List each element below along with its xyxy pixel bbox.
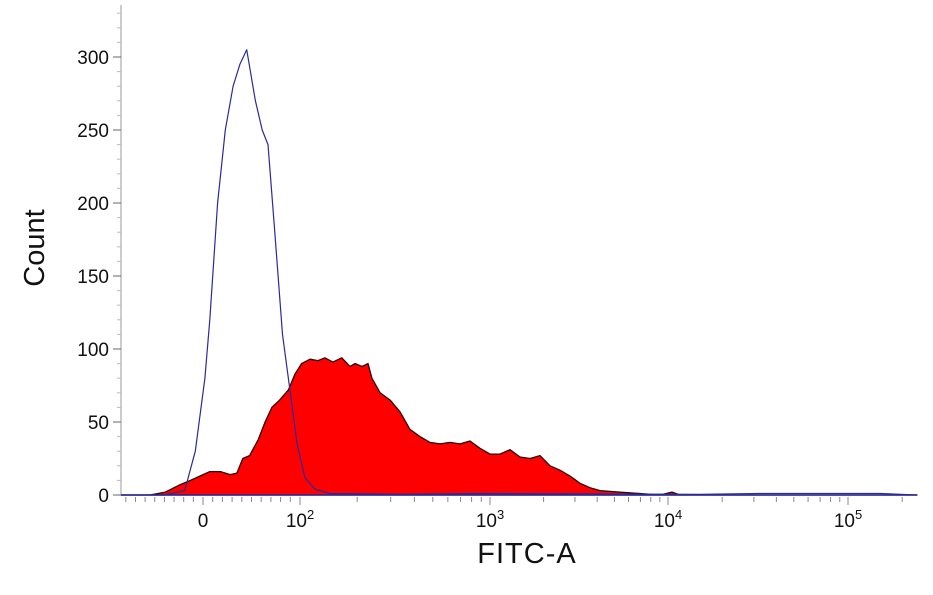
- x-tick-base: 10: [476, 511, 497, 532]
- y-tick-label: 50: [88, 413, 109, 434]
- stained-histogram-area: [120, 357, 918, 496]
- x-tick-base: 10: [834, 511, 855, 532]
- y-tick-label: 100: [77, 340, 109, 361]
- x-tick-label: 0: [198, 511, 209, 532]
- control-histogram-line: [121, 49, 917, 496]
- y-tick-label: 0: [98, 486, 109, 507]
- x-tick-base: 10: [286, 511, 307, 532]
- x-tick-label: 104: [654, 507, 682, 532]
- x-tick-label: 103: [476, 507, 504, 532]
- x-tick-label: 102: [286, 507, 314, 532]
- x-tick-exponent: 4: [675, 507, 682, 522]
- x-tick-label: 105: [834, 507, 862, 532]
- x-axis-title: FITC-A: [477, 538, 576, 570]
- x-tick-exponent: 5: [855, 507, 862, 522]
- x-tick-exponent: 2: [307, 507, 314, 522]
- plot-area: [120, 49, 918, 496]
- y-tick-label: 200: [77, 194, 109, 215]
- y-tick-label: 300: [77, 48, 109, 69]
- y-tick-label: 150: [77, 267, 109, 288]
- y-axis-title: Count: [19, 209, 51, 286]
- x-tick-base: 10: [654, 511, 675, 532]
- x-tick-base: 0: [198, 511, 209, 532]
- x-tick-exponent: 3: [497, 507, 504, 522]
- y-tick-label: 250: [77, 121, 109, 142]
